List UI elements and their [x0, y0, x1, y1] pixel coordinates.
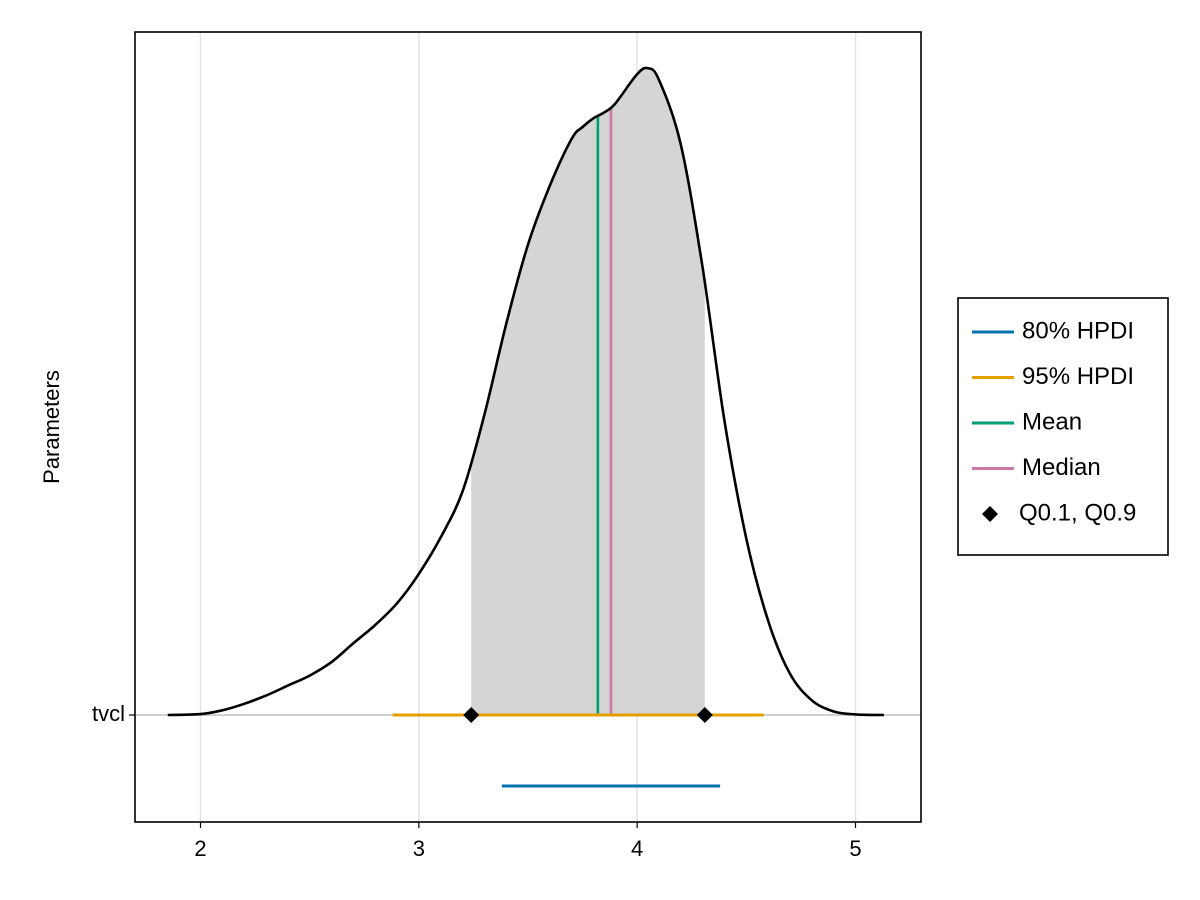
- x-tick-label: 5: [849, 836, 861, 861]
- y-axis-ticks: tvcl: [92, 701, 135, 726]
- plot-area: [167, 66, 884, 788]
- legend-label: Median: [1022, 454, 1101, 481]
- quantile-marker: [463, 707, 480, 723]
- x-tick-label: 4: [631, 836, 643, 861]
- axes-frame: [134, 31, 922, 823]
- density-curve: [167, 66, 884, 717]
- shaded-quantile-region: [471, 67, 706, 716]
- legend-swatch-diamond: [982, 506, 998, 522]
- y-tick-label: tvcl: [92, 701, 125, 726]
- legend-label: 80% HPDI: [1022, 317, 1134, 344]
- x-axis-ticks: 2 3 4 5: [194, 822, 862, 861]
- y-axis-label: Parameters: [39, 370, 64, 484]
- legend-label: Mean: [1022, 408, 1082, 435]
- legend-label: Q0.1, Q0.9: [1019, 499, 1136, 526]
- x-tick-label: 2: [194, 836, 206, 861]
- legend-label: 95% HPDI: [1022, 363, 1134, 390]
- x-tick-label: 3: [413, 836, 425, 861]
- legend: 80% HPDI 95% HPDI Mean Median Q0.1, Q0.9: [957, 297, 1169, 556]
- quantile-marker: [696, 707, 713, 723]
